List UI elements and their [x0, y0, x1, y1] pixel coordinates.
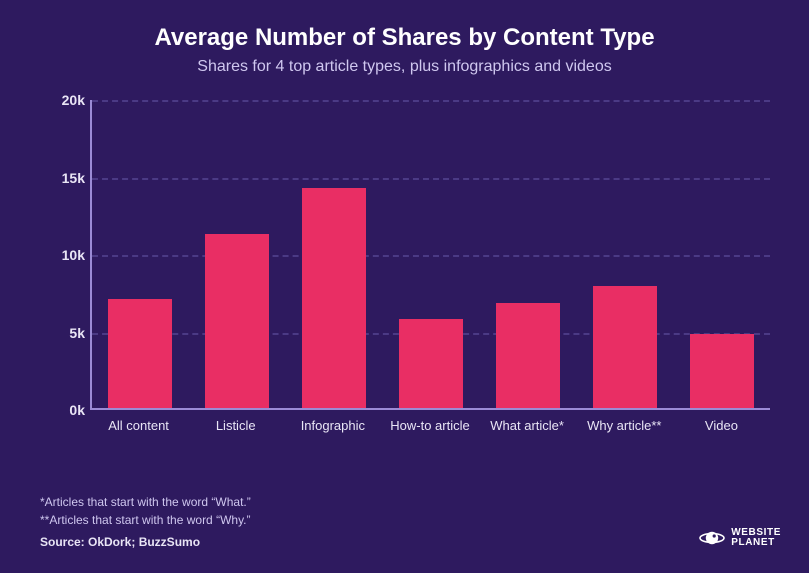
source-line: Source: OkDork; BuzzSumo	[40, 533, 251, 551]
brand-logo: WEBSITE PLANET	[699, 527, 781, 549]
bar	[108, 299, 172, 408]
bar-slot	[673, 100, 770, 408]
footnotes: *Articles that start with the word “What…	[40, 493, 251, 551]
bar-slot	[286, 100, 383, 408]
bar	[593, 286, 657, 408]
y-tick-label: 20k	[40, 92, 85, 108]
chart-title: Average Number of Shares by Content Type	[0, 0, 809, 52]
bars-container	[92, 100, 770, 408]
y-tick-label: 5k	[40, 325, 85, 341]
bar	[399, 319, 463, 408]
y-tick-label: 0k	[40, 402, 85, 418]
bar-slot	[189, 100, 286, 408]
x-tick-label: Video	[673, 410, 770, 460]
x-axis-labels: All contentListicleInfographicHow-to art…	[90, 410, 770, 460]
x-tick-label: All content	[90, 410, 187, 460]
x-tick-label: How-to article	[381, 410, 478, 460]
chart: All contentListicleInfographicHow-to art…	[40, 100, 770, 460]
bar-slot	[479, 100, 576, 408]
x-tick-label: What article*	[479, 410, 576, 460]
brand-line-2: PLANET	[731, 538, 781, 549]
bar	[690, 334, 754, 408]
x-tick-label: Listicle	[187, 410, 284, 460]
y-tick-label: 10k	[40, 247, 85, 263]
x-tick-label: Why article**	[576, 410, 673, 460]
footnote-1: *Articles that start with the word “What…	[40, 493, 251, 511]
y-tick-label: 15k	[40, 170, 85, 186]
bar	[302, 188, 366, 408]
bar-slot	[383, 100, 480, 408]
bar-slot	[92, 100, 189, 408]
chart-subtitle: Shares for 4 top article types, plus inf…	[0, 58, 809, 76]
bar-slot	[576, 100, 673, 408]
x-tick-label: Infographic	[284, 410, 381, 460]
footnote-2: **Articles that start with the word “Why…	[40, 511, 251, 529]
bar	[205, 234, 269, 408]
plot-area	[90, 100, 770, 410]
planet-icon	[699, 527, 725, 549]
bar	[496, 303, 560, 408]
